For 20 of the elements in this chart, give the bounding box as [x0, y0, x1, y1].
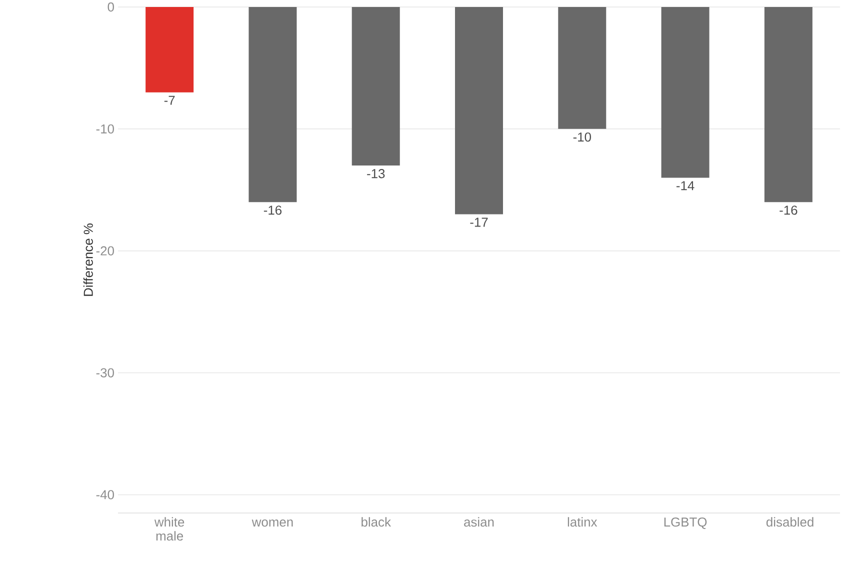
y-tick-label: -20	[96, 246, 114, 256]
data-label: -17	[470, 218, 488, 227]
y-tick-label: -10	[96, 124, 114, 134]
y-tick-label: -40	[96, 490, 114, 500]
x-tick-label: LGBTQ	[664, 517, 707, 529]
data-label: -13	[367, 169, 385, 178]
x-tick-label: white male	[154, 517, 184, 541]
x-tick-label: asian	[464, 517, 494, 527]
x-tick-label: latinx	[568, 517, 598, 527]
y-tick-label: -30	[96, 368, 114, 378]
data-label: -16	[264, 206, 282, 215]
data-label: -10	[573, 132, 592, 142]
data-label: -7	[164, 96, 175, 105]
x-tick-label: disabled	[766, 517, 814, 527]
data-label: -14	[676, 181, 694, 190]
y-tick-label: 0	[108, 2, 114, 12]
x-tick-label: women	[252, 520, 293, 527]
x-tick-label: black	[362, 517, 391, 527]
y-axis-title: Difference %	[83, 224, 93, 296]
data-label: -16	[780, 206, 798, 215]
